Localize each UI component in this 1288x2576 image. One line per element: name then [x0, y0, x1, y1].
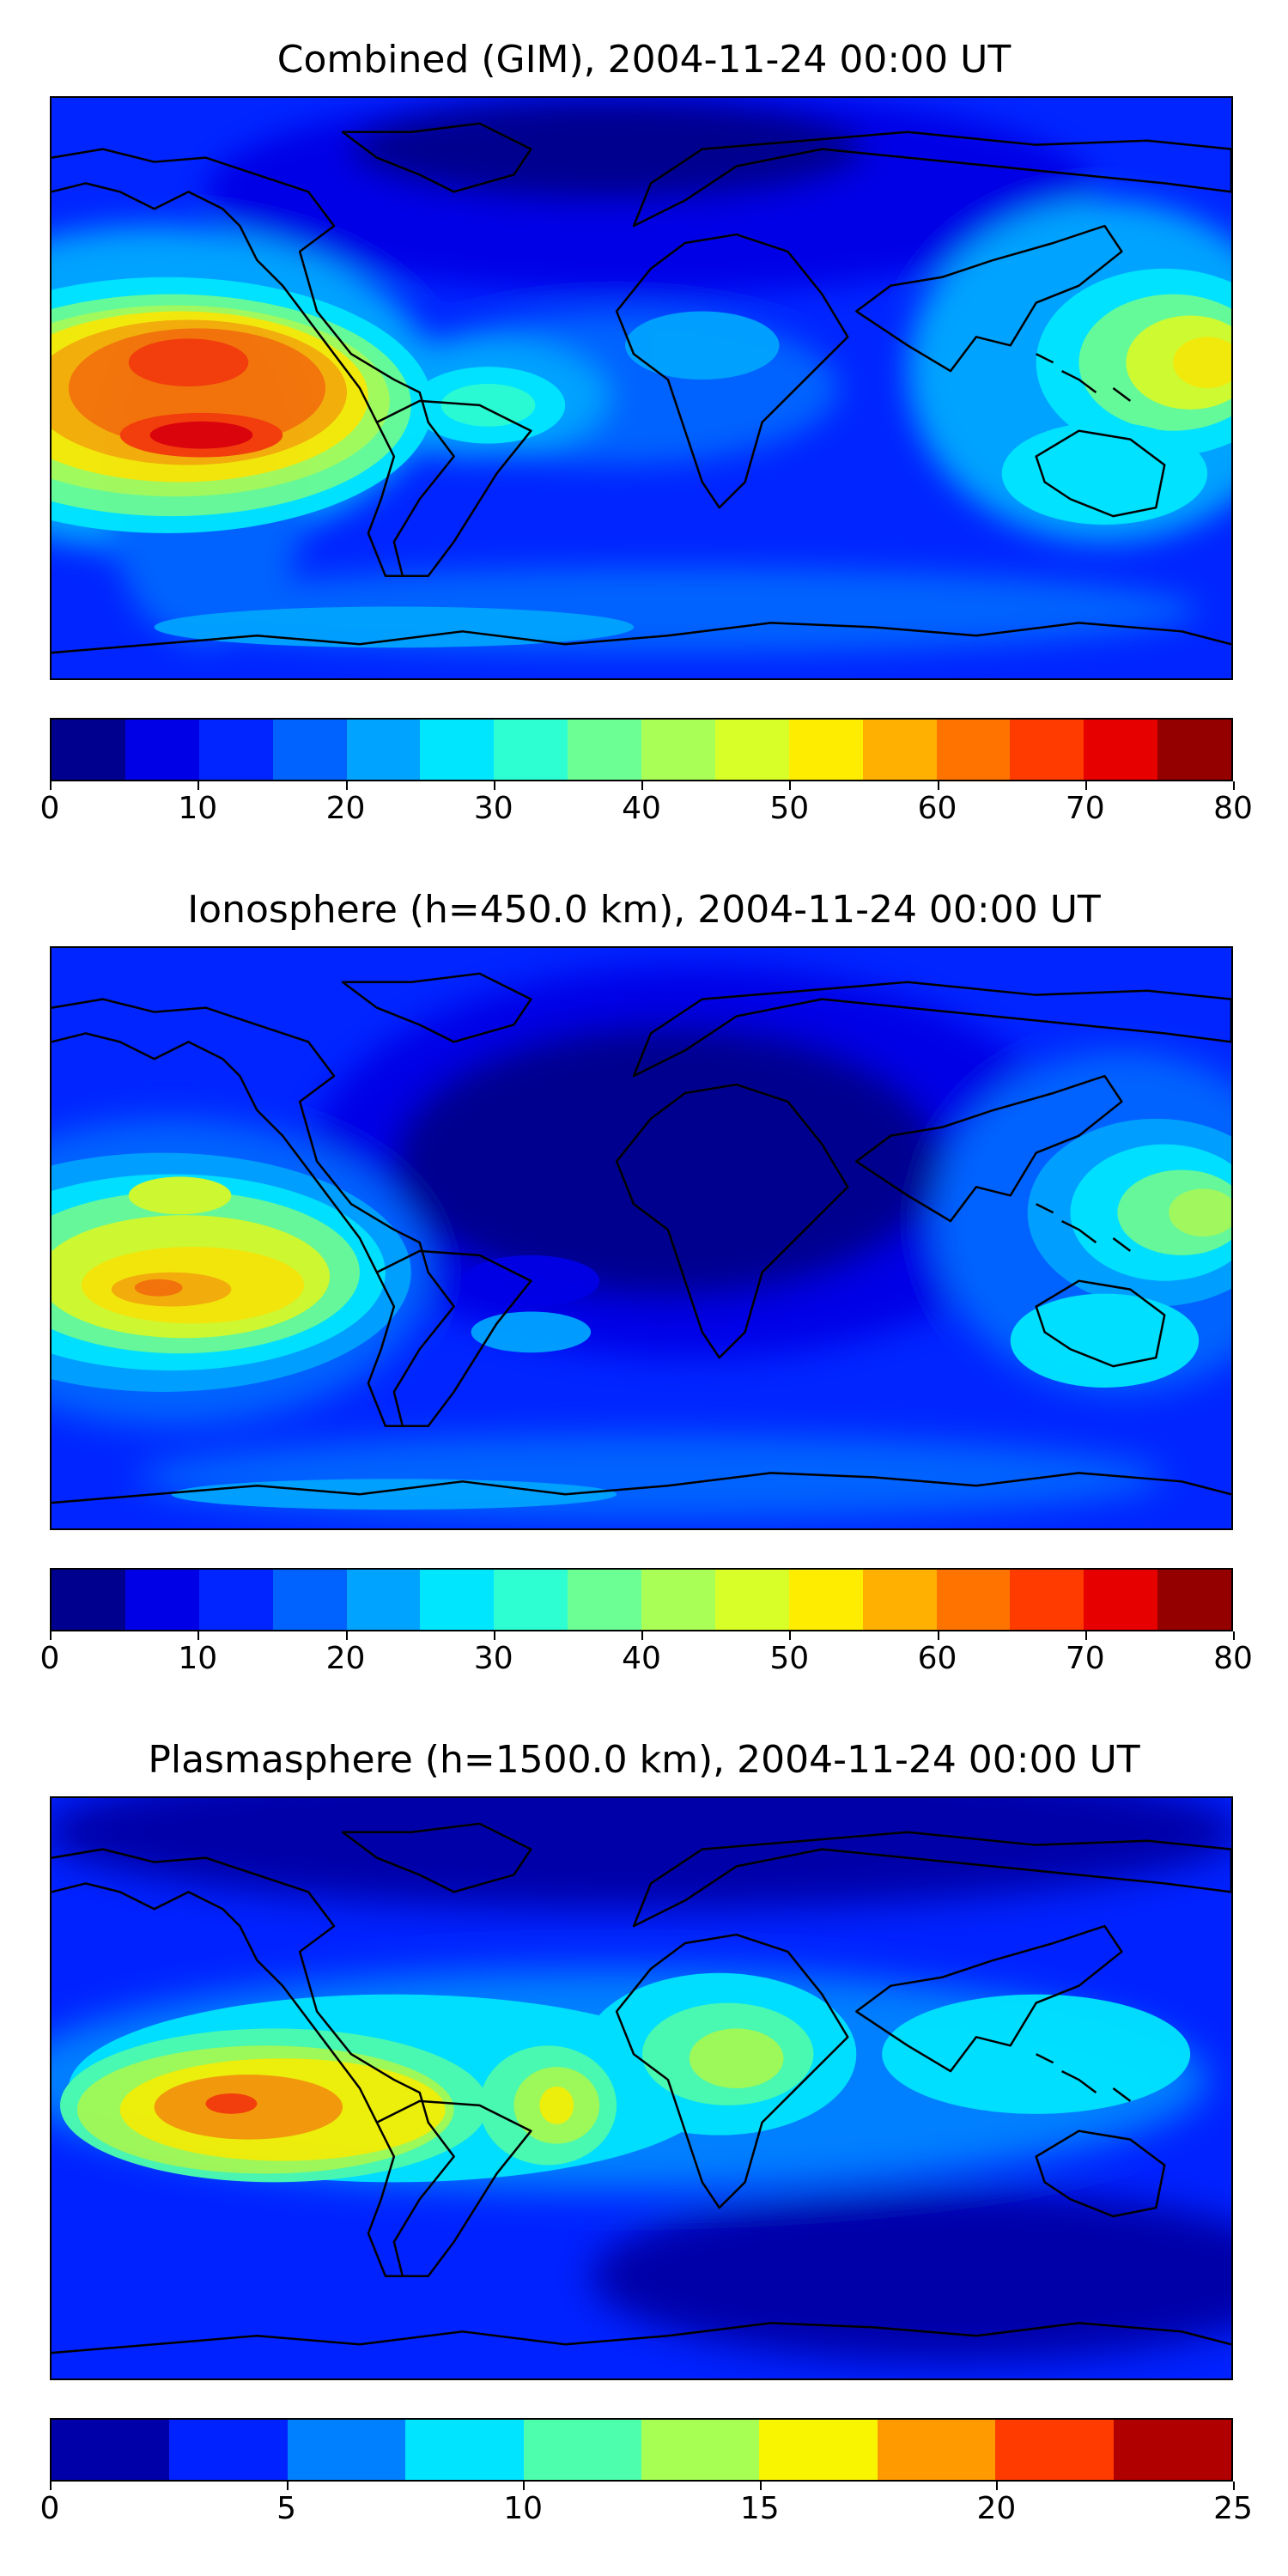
tec-map-plasmasphere — [50, 1796, 1233, 2380]
colorbar-segment — [125, 1570, 199, 1630]
colorbar-segment — [198, 1570, 273, 1630]
colorbar-segment — [1010, 720, 1084, 780]
colorbar-segment — [420, 720, 495, 780]
colorbar — [50, 2418, 1233, 2482]
panel-title: Plasmasphere (h=1500.0 km), 2004-11-24 0… — [148, 1738, 1140, 1782]
colorbar-segment — [52, 720, 125, 780]
tec-map-ionosphere — [50, 946, 1233, 1530]
colorbar-segment — [788, 1570, 863, 1630]
colorbar-segment — [125, 720, 199, 780]
colorbar-segment — [405, 2420, 524, 2480]
colorbar-segment — [346, 720, 421, 780]
colorbar-segment — [287, 2420, 406, 2480]
colorbar-segment — [272, 1570, 347, 1630]
colorbar-segment — [52, 1570, 125, 1630]
colorbar-segment — [568, 720, 641, 780]
colorbar-ticks: 0 10 20 30 40 50 60 70 80 — [40, 781, 1253, 833]
tec-map-combined — [50, 96, 1233, 680]
tec-contour-map — [52, 1798, 1231, 2379]
colorbar-segment — [494, 720, 568, 780]
colorbar-segment — [759, 2420, 878, 2480]
colorbar-segment — [1113, 2420, 1232, 2480]
colorbar — [50, 1568, 1233, 1631]
colorbar-segment — [641, 720, 715, 780]
colorbar-segment — [641, 1570, 715, 1630]
panel-title: Combined (GIM), 2004-11-24 00:00 UT — [276, 38, 1012, 82]
colorbar-segment — [714, 720, 789, 780]
colorbar-segment — [52, 2420, 170, 2480]
colorbar-segment — [995, 2420, 1114, 2480]
colorbar-segment — [862, 720, 937, 780]
colorbar-segment — [346, 1570, 421, 1630]
panel-title: Ionosphere (h=450.0 km), 2004-11-24 00:0… — [187, 888, 1101, 932]
colorbar-segment — [788, 720, 863, 780]
colorbar — [50, 718, 1233, 781]
colorbar-segment — [494, 1570, 568, 1630]
colorbar-segment — [936, 720, 1011, 780]
colorbar-ticks: 0 10 20 30 40 50 60 70 80 — [40, 1631, 1253, 1683]
colorbar-segment — [523, 2420, 642, 2480]
colorbar-segment — [420, 1570, 495, 1630]
colorbar-segment — [1157, 720, 1231, 780]
colorbar-ticks: 0 5 10 15 20 25 — [40, 2482, 1253, 2533]
colorbar-segment — [1010, 1570, 1084, 1630]
colorbar-segment — [272, 720, 347, 780]
colorbar-segment — [1084, 1570, 1158, 1630]
colorbar-segment — [936, 1570, 1011, 1630]
colorbar-segment — [568, 1570, 641, 1630]
colorbar-segment — [1157, 1570, 1231, 1630]
colorbar-segment — [862, 1570, 937, 1630]
colorbar-segment — [877, 2420, 996, 2480]
colorbar-segment — [641, 2420, 760, 2480]
colorbar-segment — [1084, 720, 1158, 780]
colorbar-segment — [714, 1570, 789, 1630]
tec-contour-map — [52, 98, 1231, 678]
tec-contour-map — [52, 948, 1231, 1528]
colorbar-segment — [198, 720, 273, 780]
colorbar-segment — [169, 2420, 288, 2480]
